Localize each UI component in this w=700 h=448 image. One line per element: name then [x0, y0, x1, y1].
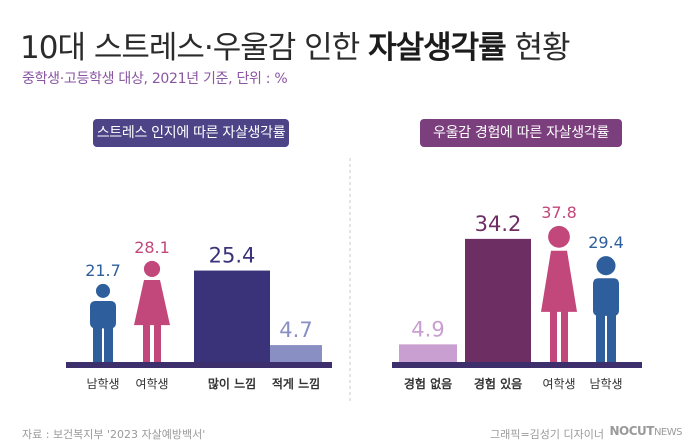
male-student-icon — [90, 283, 116, 362]
right-baseline — [392, 362, 642, 368]
data-label: 29.4 — [588, 233, 624, 252]
right-chart-title: 우울감 경험에 따른 자살생각률 — [420, 119, 622, 147]
data-label: 28.1 — [134, 238, 170, 257]
data-label: 21.7 — [85, 261, 121, 280]
page-title: 10대 스트레스·우울감 인한 자살생각률 현황 — [20, 22, 571, 67]
left-baseline — [66, 362, 332, 368]
female-student-icon — [541, 225, 577, 362]
data-label: 25.4 — [209, 244, 256, 268]
title-suffix: 현황 — [505, 30, 571, 66]
brand-main: NOCUT — [609, 424, 654, 438]
title-text: 10대 스트레스·우울감 인한 — [20, 30, 369, 66]
bar-경험 있음 — [465, 238, 531, 362]
data-label: 34.2 — [475, 212, 522, 236]
brand-sub: NEWS — [653, 427, 683, 438]
category-label: 남학생 — [86, 377, 119, 391]
category-label: 남학생 — [589, 377, 622, 391]
category-label: 여학생 — [542, 377, 575, 391]
category-label: 경험 있음 — [474, 376, 522, 391]
data-label: 4.9 — [411, 317, 444, 341]
category-label: 많이 느낌 — [208, 376, 256, 391]
data-label: 37.8 — [541, 203, 577, 222]
female-student-icon — [134, 260, 170, 362]
graphic-credit: 그래픽=김성기 디자이너 — [490, 428, 604, 441]
category-label: 여학생 — [135, 377, 168, 391]
subtitle: 중학생·고등학생 대상, 2021년 기준, 단위 : % — [22, 71, 288, 87]
data-label: 4.7 — [279, 318, 312, 342]
bar-경험 없음 — [399, 344, 457, 362]
bar-적게 느낌 — [270, 345, 322, 362]
left-chart-title: 스트레스 인지에 따른 자살생각률 — [93, 119, 289, 147]
title-emphasis: 자살생각률 — [368, 30, 507, 66]
bar-많이 느낌 — [194, 270, 270, 362]
male-student-icon — [593, 256, 619, 362]
brand-logo: NOCUTNEWS — [609, 424, 682, 438]
source-note: 자료 : 보건복지부 '2023 자살예방백서' — [22, 428, 206, 441]
category-label: 경험 없음 — [404, 376, 452, 391]
category-label: 적게 느낌 — [272, 376, 320, 391]
